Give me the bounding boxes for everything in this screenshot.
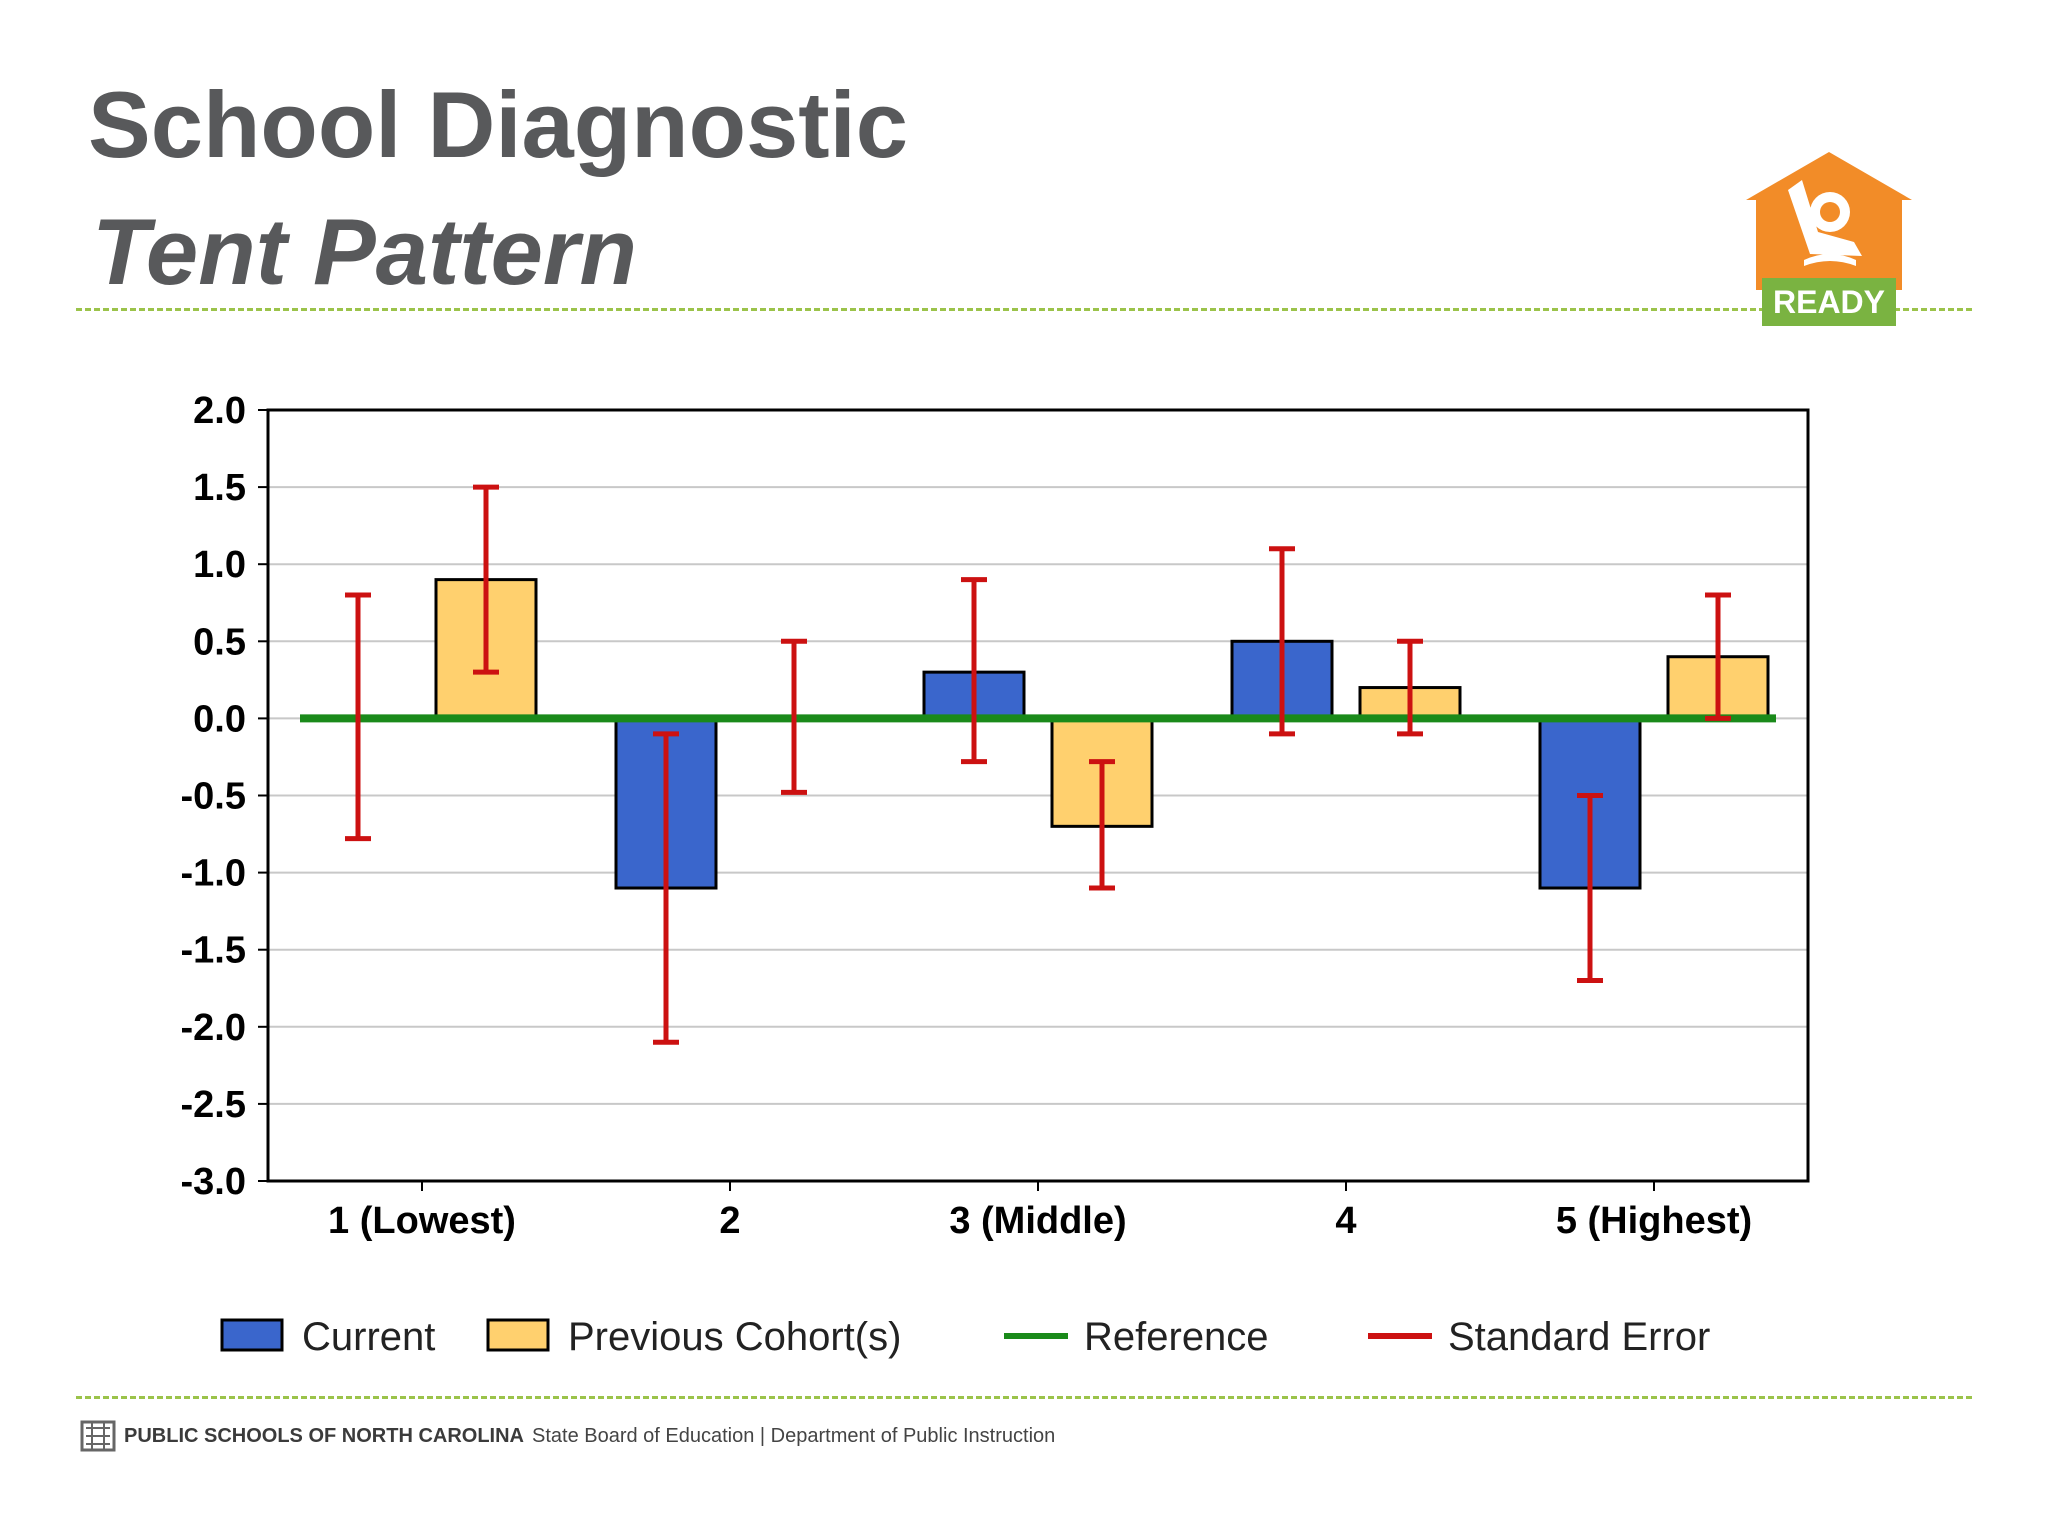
y-tick-label: -1.0 <box>181 853 246 895</box>
ready-logo: READY <box>1746 152 1912 326</box>
legend-label: Current <box>302 1315 435 1359</box>
y-tick-label: -1.5 <box>181 930 246 972</box>
legend-swatch <box>220 1318 284 1352</box>
bottom-divider <box>76 1396 1972 1399</box>
slide-subtitle: Tent Pattern <box>92 199 637 304</box>
top-divider <box>76 308 1972 311</box>
tent-pattern-chart: 2.0 1.5 1.0 0.5 0.0 -0.5 -1.0 -1.5 -2.0 -2.5 -3.0 1… <box>181 390 1810 1359</box>
legend: Current Previous Cohort(s) Reference Standa… <box>220 1315 1710 1359</box>
x-tick-label: 5 (Highest) <box>1556 1200 1752 1242</box>
x-tick-label: 1 (Lowest) <box>328 1200 516 1242</box>
y-tick-label: -2.0 <box>181 1007 246 1049</box>
y-tick-label: 0.5 <box>193 621 246 663</box>
x-tick-label: 2 <box>719 1200 740 1242</box>
y-tick-label: -2.5 <box>181 1084 246 1126</box>
y-tick-label: 2.0 <box>193 390 246 432</box>
slide-title: School Diagnostic <box>88 72 908 177</box>
x-tick-label: 4 <box>1335 1200 1356 1242</box>
y-tick-label: -0.5 <box>181 776 246 818</box>
axes: 2.0 1.5 1.0 0.5 0.0 -0.5 -1.0 -1.5 -2.0 -2.5 -3.0 1… <box>181 390 1810 1242</box>
x-tick-label: 3 (Middle) <box>949 1200 1126 1242</box>
legend-swatch <box>486 1318 550 1352</box>
y-tick-label: 0.0 <box>193 698 246 740</box>
legend-label: Standard Error <box>1448 1315 1710 1359</box>
ready-logo-text: READY <box>1773 284 1885 320</box>
footer-dept: State Board of Education | Department of… <box>532 1424 1056 1447</box>
y-tick-label: 1.0 <box>193 544 246 586</box>
legend-label: Reference <box>1084 1315 1269 1359</box>
footer: PUBLIC SCHOOLS OF NORTH CAROLINA State B… <box>80 1418 1055 1454</box>
footer-org: PUBLIC SCHOOLS OF NORTH CAROLINA <box>124 1424 524 1447</box>
nc-seal-icon <box>80 1420 116 1452</box>
y-tick-label: 1.5 <box>193 467 246 509</box>
y-tick-label: -3.0 <box>181 1161 246 1203</box>
legend-label: Previous Cohort(s) <box>568 1315 901 1359</box>
error-bars <box>345 484 1731 1045</box>
